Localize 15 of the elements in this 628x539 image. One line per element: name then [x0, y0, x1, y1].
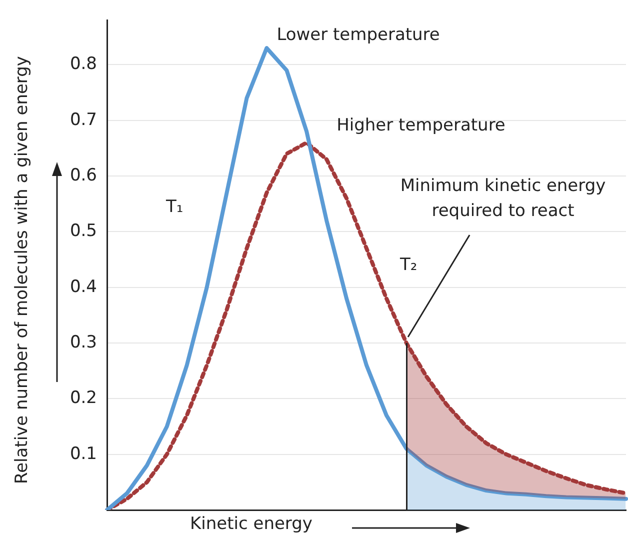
- y-tick-label: 0.3: [70, 332, 97, 352]
- series-label: Higher temperature: [336, 116, 506, 136]
- y-tick-label: 0.8: [70, 54, 97, 74]
- y-tick-label: 0.5: [70, 221, 97, 242]
- series-label: Lower temperature: [276, 25, 440, 46]
- annotation: T₁: [165, 197, 184, 217]
- annotation: T₂: [399, 255, 418, 275]
- y-tick-label: 0.7: [70, 110, 97, 130]
- y-axis-title: Relative number of molecules with a given energy: [12, 56, 32, 484]
- y-tick-label: 0.6: [70, 165, 97, 186]
- y-tick-label: 0.1: [70, 444, 97, 464]
- x-axis-title: Kinetic energy: [190, 514, 312, 534]
- y-tick-label: 0.2: [70, 388, 97, 408]
- y-tick-label: 0.4: [70, 276, 97, 297]
- annotation: Minimum kinetic energy required to react: [400, 176, 606, 221]
